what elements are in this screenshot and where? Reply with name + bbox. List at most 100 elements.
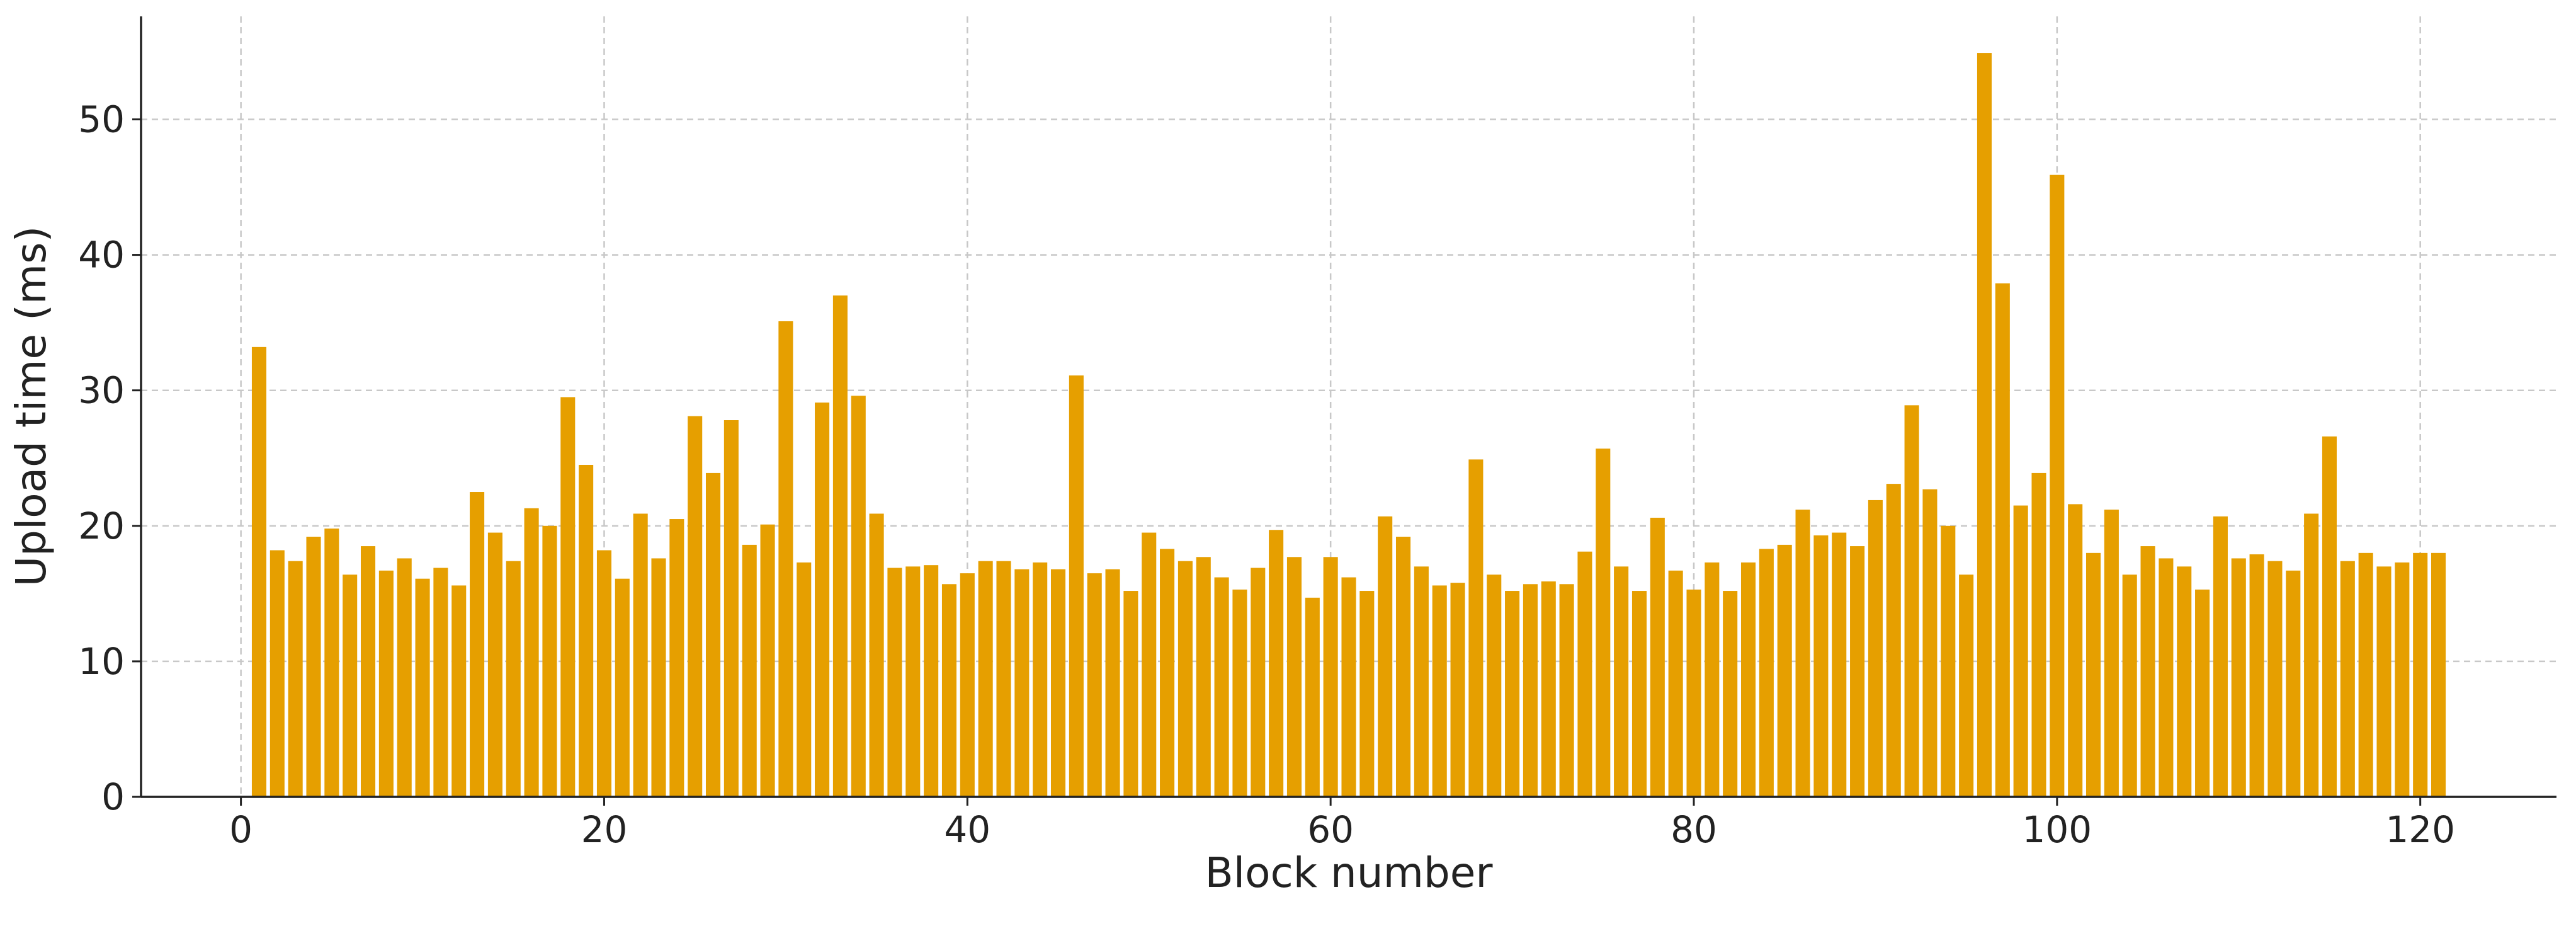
bar — [1050, 569, 1066, 797]
bar — [1014, 569, 1030, 797]
bar — [2358, 552, 2373, 797]
y-tick-label: 40 — [78, 234, 125, 277]
bar — [579, 464, 594, 797]
bar — [615, 578, 630, 797]
bar — [2195, 589, 2210, 797]
x-tick-label: 80 — [1671, 808, 1717, 851]
bar — [1177, 561, 1193, 797]
bar — [1631, 591, 1647, 797]
y-tick-label: 30 — [78, 369, 125, 412]
bar — [2322, 436, 2337, 797]
bar — [1160, 549, 1175, 797]
bar — [1577, 551, 1592, 797]
bar — [2376, 566, 2392, 797]
bar — [815, 403, 830, 797]
bar — [506, 561, 521, 797]
bar — [596, 550, 612, 797]
x-tick-label: 0 — [229, 808, 252, 851]
bar — [2140, 546, 2155, 797]
y-tick-label: 50 — [78, 98, 125, 140]
bar — [742, 544, 757, 797]
bar — [306, 537, 321, 797]
bar — [1559, 584, 1574, 797]
bar — [1105, 569, 1120, 797]
bar — [960, 573, 975, 797]
bar — [1378, 516, 1393, 797]
bar — [1251, 568, 1266, 797]
bar — [397, 558, 412, 797]
bar — [978, 561, 993, 797]
bar — [851, 396, 866, 797]
bar — [924, 565, 939, 797]
bar — [2413, 552, 2428, 797]
bar — [1196, 557, 1211, 797]
bar — [1614, 566, 1629, 797]
bar — [1214, 577, 1229, 797]
bar — [2122, 574, 2137, 797]
bar — [2213, 516, 2228, 797]
bar — [1777, 544, 1792, 797]
bar — [832, 295, 848, 797]
bar — [1341, 577, 1356, 797]
bar — [1723, 591, 1738, 797]
bar — [433, 568, 448, 797]
bar — [633, 513, 648, 797]
bar — [2013, 505, 2028, 797]
bar — [2085, 552, 2101, 797]
bar — [1323, 557, 1338, 797]
bar — [1596, 449, 1611, 797]
bar — [1305, 597, 1320, 797]
x-tick-label: 40 — [944, 808, 990, 851]
bar — [360, 546, 376, 797]
bar — [2068, 504, 2083, 797]
x-axis-label: Block number — [1205, 849, 1493, 897]
bar — [1033, 562, 1048, 797]
bar — [996, 561, 1011, 797]
bar — [887, 568, 902, 797]
bar — [251, 346, 267, 797]
bar — [1904, 405, 1919, 797]
bar — [2431, 552, 2446, 797]
bar — [487, 532, 502, 797]
bar — [778, 321, 793, 797]
bar — [1832, 532, 1847, 797]
bar — [2031, 472, 2046, 797]
bar — [1505, 591, 1520, 797]
y-axis-label: Upload time (ms) — [7, 226, 55, 587]
bar — [288, 561, 303, 797]
bar — [2159, 558, 2174, 797]
bar — [343, 574, 358, 797]
bar — [760, 524, 775, 797]
bar — [723, 420, 739, 797]
bar — [2050, 174, 2065, 797]
bar — [1813, 535, 1829, 797]
bar — [1142, 532, 1157, 797]
bar — [2177, 566, 2192, 797]
bar — [2286, 570, 2301, 797]
bar — [1395, 537, 1411, 797]
x-tick-label: 100 — [2022, 808, 2092, 851]
bar — [705, 472, 721, 797]
y-tick-label: 20 — [78, 505, 125, 547]
bar — [560, 397, 576, 797]
bar — [1414, 566, 1429, 797]
bar — [1850, 546, 1865, 797]
bar — [1977, 53, 1992, 797]
bar — [1487, 574, 1502, 797]
bar — [415, 578, 430, 797]
bar — [2267, 561, 2283, 797]
bar — [688, 416, 703, 797]
bar — [324, 529, 339, 797]
bar — [1087, 573, 1102, 797]
bar — [1868, 500, 1883, 797]
bar — [1069, 375, 1084, 797]
y-tick-label: 10 — [78, 640, 125, 683]
bar — [941, 584, 957, 797]
bar — [1686, 589, 1701, 797]
y-tick-label: 0 — [101, 775, 125, 818]
bar — [2304, 513, 2319, 797]
bar — [1922, 489, 1938, 797]
bar — [1432, 585, 1447, 797]
